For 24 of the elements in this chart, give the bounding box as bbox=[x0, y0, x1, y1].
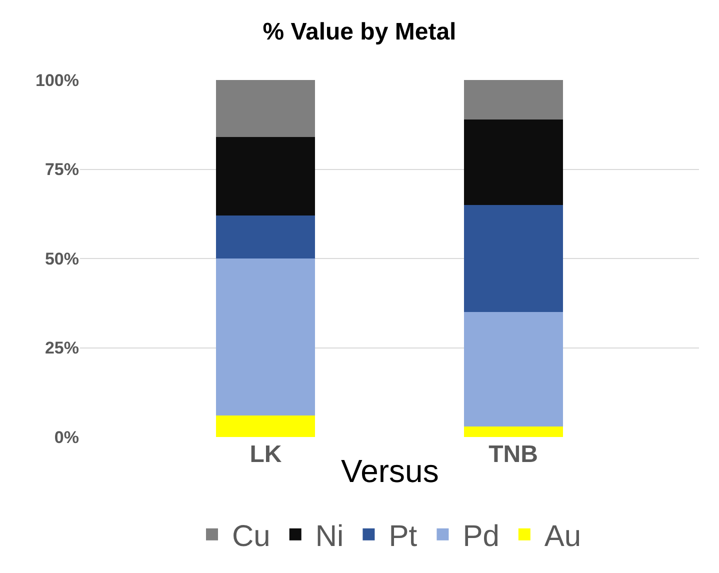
bar bbox=[216, 137, 316, 216]
legend-label: Cu bbox=[232, 520, 270, 554]
y-tick-label: 25% bbox=[44, 338, 79, 358]
bar bbox=[464, 80, 563, 120]
text: Versus bbox=[341, 453, 439, 489]
y-tick-label: 100% bbox=[36, 70, 79, 90]
y-tick-label: 0% bbox=[54, 428, 79, 447]
chart-title: % Value by Metal bbox=[262, 18, 456, 46]
y-tick-label: 50% bbox=[44, 249, 79, 268]
legend-label: Pt bbox=[388, 520, 418, 554]
x-tick-label: LK bbox=[250, 441, 282, 468]
legend-label: Ni bbox=[315, 520, 344, 554]
bar bbox=[464, 426, 563, 437]
legend-label: Au bbox=[544, 520, 582, 554]
legend-label: Pd bbox=[462, 520, 500, 554]
bar bbox=[464, 119, 563, 205]
bar bbox=[216, 80, 316, 138]
bar bbox=[216, 216, 316, 258]
bar bbox=[464, 204, 563, 312]
x-tick-label: TNB bbox=[488, 441, 538, 468]
y-tick-label: 75% bbox=[44, 160, 79, 180]
bar bbox=[216, 416, 316, 437]
bar bbox=[216, 258, 316, 416]
bar bbox=[464, 312, 563, 426]
